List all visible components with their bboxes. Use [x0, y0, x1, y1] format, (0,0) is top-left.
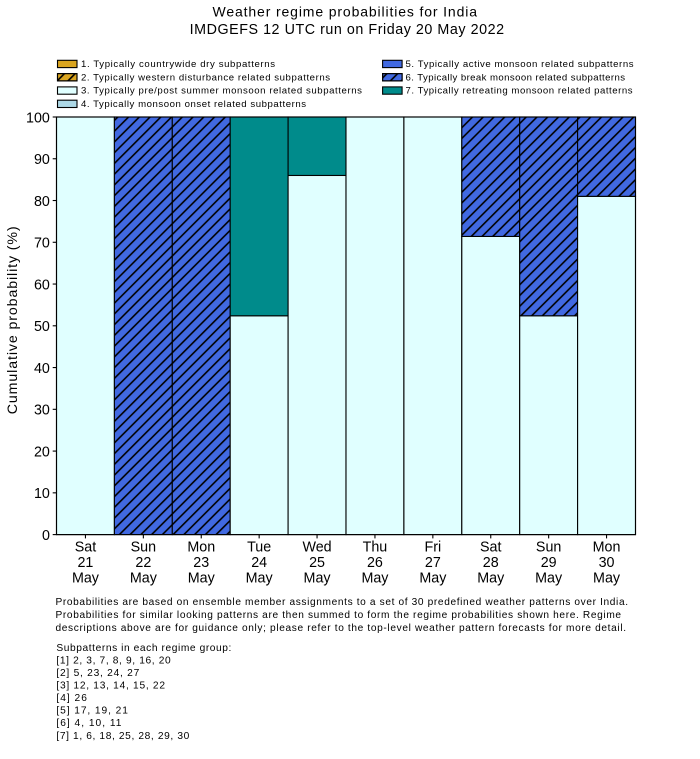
svg-text:4. Typically monsoon onset rel: 4. Typically monsoon onset related subpa…	[81, 99, 307, 110]
svg-text:[2] 5, 23, 24, 27: [2] 5, 23, 24, 27	[56, 668, 140, 679]
svg-text:Probabilities are based on ens: Probabilities are based on ensemble memb…	[56, 597, 629, 608]
svg-text:Subpatterns in each regime gro: Subpatterns in each regime group:	[56, 643, 232, 654]
svg-text:May: May	[477, 570, 505, 586]
svg-text:6. Typically break monsoon rel: 6. Typically break monsoon related subpa…	[406, 72, 626, 83]
svg-text:Wed: Wed	[302, 539, 331, 555]
svg-text:29: 29	[541, 555, 557, 571]
svg-text:0: 0	[42, 528, 50, 544]
svg-text:28: 28	[483, 555, 499, 571]
svg-text:20: 20	[34, 444, 50, 460]
svg-text:May: May	[304, 570, 332, 586]
svg-text:May: May	[188, 570, 216, 586]
svg-text:Cumulative probability (%): Cumulative probability (%)	[5, 225, 21, 414]
svg-text:[5] 17, 19, 21: [5] 17, 19, 21	[56, 706, 128, 717]
svg-text:Mon: Mon	[593, 539, 621, 555]
svg-text:[4] 26: [4] 26	[56, 693, 88, 704]
svg-text:22: 22	[135, 555, 151, 571]
svg-text:May: May	[535, 570, 563, 586]
svg-text:Sat: Sat	[480, 539, 501, 555]
svg-text:Sat: Sat	[75, 539, 96, 555]
svg-text:26: 26	[367, 555, 383, 571]
svg-text:May: May	[72, 570, 100, 586]
svg-text:90: 90	[34, 152, 50, 168]
svg-text:[3] 12, 13, 14, 15, 22: [3] 12, 13, 14, 15, 22	[56, 681, 165, 692]
svg-text:May: May	[130, 570, 158, 586]
svg-text:Probabilities for similar look: Probabilities for similar looking patter…	[56, 610, 622, 621]
svg-text:Sun: Sun	[536, 539, 561, 555]
svg-text:60: 60	[34, 277, 50, 293]
svg-text:24: 24	[251, 555, 267, 571]
svg-text:[6] 4, 10, 11: [6] 4, 10, 11	[56, 718, 122, 729]
svg-text:Weather regime probabilities f: Weather regime probabilities for India	[213, 3, 478, 19]
svg-text:Sun: Sun	[131, 539, 156, 555]
svg-text:23: 23	[193, 555, 209, 571]
svg-text:May: May	[361, 570, 389, 586]
svg-text:10: 10	[34, 486, 50, 502]
svg-text:30: 30	[599, 555, 615, 571]
svg-text:100: 100	[26, 110, 50, 126]
svg-text:Mon: Mon	[187, 539, 215, 555]
svg-text:1. Typically countrywide dry s: 1. Typically countrywide dry subpatterns	[81, 59, 276, 70]
svg-text:5. Typically active monsoon re: 5. Typically active monsoon related subp…	[406, 59, 635, 70]
svg-text:descriptions above are for gui: descriptions above are for guidance only…	[56, 623, 627, 634]
svg-text:Thu: Thu	[363, 539, 388, 555]
svg-text:IMDGEFS 12 UTC run on Friday 2: IMDGEFS 12 UTC run on Friday 20 May 2022	[190, 22, 505, 38]
svg-text:50: 50	[34, 319, 50, 335]
svg-text:May: May	[593, 570, 621, 586]
svg-text:2. Typically western disturban: 2. Typically western disturbance related…	[81, 72, 331, 83]
svg-text:40: 40	[34, 361, 50, 377]
svg-text:Tue: Tue	[247, 539, 271, 555]
svg-text:May: May	[419, 570, 447, 586]
svg-text:70: 70	[34, 236, 50, 252]
svg-text:Fri: Fri	[425, 539, 442, 555]
svg-text:[7] 1, 6, 18, 25, 28, 29, 30: [7] 1, 6, 18, 25, 28, 29, 30	[56, 731, 190, 742]
svg-text:80: 80	[34, 194, 50, 210]
svg-text:30: 30	[34, 403, 50, 419]
svg-text:25: 25	[309, 555, 325, 571]
svg-text:May: May	[246, 570, 274, 586]
svg-text:3. Typically pre/post summer m: 3. Typically pre/post summer monsoon rel…	[81, 86, 363, 97]
svg-text:21: 21	[77, 555, 93, 571]
svg-text:[1] 2, 3, 7, 8, 9, 16, 20: [1] 2, 3, 7, 8, 9, 16, 20	[56, 655, 171, 666]
svg-text:7. Typically retreating monsoo: 7. Typically retreating monsoon related …	[406, 86, 634, 97]
svg-text:27: 27	[425, 555, 441, 571]
